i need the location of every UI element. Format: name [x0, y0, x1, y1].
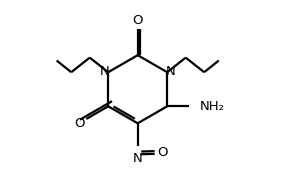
Text: O: O [74, 116, 84, 130]
Text: O: O [157, 146, 167, 159]
Text: N: N [133, 152, 143, 165]
Text: O: O [132, 14, 143, 27]
Text: N: N [166, 65, 176, 78]
Text: N: N [100, 65, 110, 78]
Text: NH₂: NH₂ [199, 100, 224, 113]
